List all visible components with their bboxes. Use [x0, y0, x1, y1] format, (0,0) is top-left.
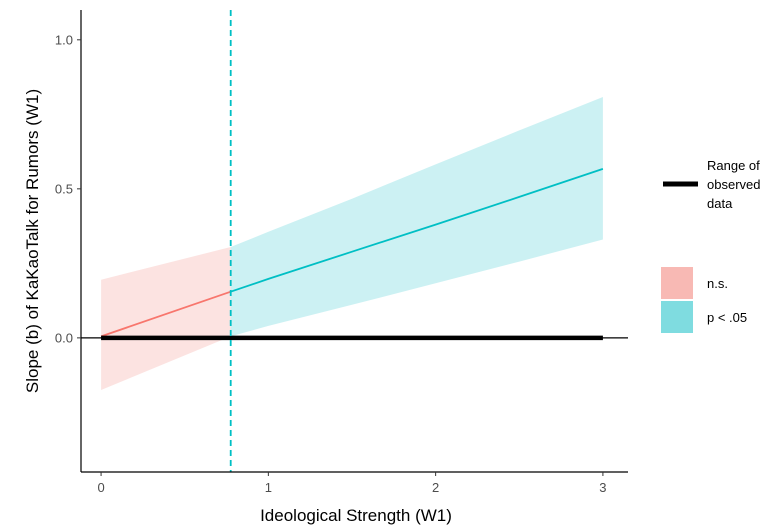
legend-range-label-line-1: Range of — [707, 158, 760, 173]
y-tick-label: 0.0 — [55, 330, 73, 345]
axes — [80, 10, 628, 473]
x-axis-title: Ideological Strength (W1) — [260, 506, 452, 525]
x-tick-label: 3 — [599, 480, 606, 495]
confidence-band-ns — [101, 247, 231, 390]
confidence-bands — [101, 97, 603, 390]
legend: Range of observed data n.s. p < .05 — [661, 158, 760, 333]
legend-sig-label: p < .05 — [707, 310, 747, 325]
legend-sig-swatch — [661, 301, 693, 333]
slope-lines — [100, 168, 604, 338]
y-tick-label: 1.0 — [55, 32, 73, 47]
confidence-band-sig — [230, 97, 603, 337]
x-tick-label: 2 — [432, 480, 439, 495]
legend-ns-label: n.s. — [707, 276, 728, 291]
x-tick-label: 0 — [97, 480, 104, 495]
y-tick-label: 0.5 — [55, 181, 73, 196]
y-axis-ticks: 0.0 0.5 1.0 — [55, 32, 81, 345]
y-axis-title: Slope (b) of KaKaoTalk for Rumors (W1) — [23, 89, 42, 393]
x-axis-ticks: 0 1 2 3 — [97, 472, 607, 495]
legend-range-label-line-3: data — [707, 196, 733, 211]
x-tick-label: 1 — [265, 480, 272, 495]
slope-line-sig — [230, 168, 604, 293]
legend-range-label-line-2: observed — [707, 177, 760, 192]
legend-ns-swatch — [661, 267, 693, 299]
slope-line-ns — [100, 290, 231, 338]
